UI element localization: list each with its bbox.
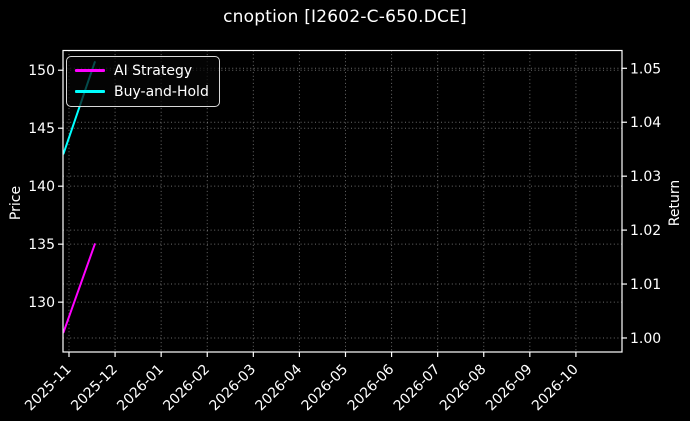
- y-left-tick-label: 145: [28, 121, 55, 137]
- y-left-tick-label: 130: [28, 295, 55, 311]
- series-line-ai-strategy: [62, 243, 96, 334]
- x-tick-label: 2026-04: [253, 361, 306, 414]
- y-right-tick-label: 1.00: [630, 331, 661, 347]
- y-axis-label-price: Price: [8, 185, 24, 221]
- x-tick-label: 2026-02: [160, 362, 213, 415]
- x-tick-label: 2026-09: [483, 362, 536, 415]
- y-right-tick-label: 1.05: [630, 61, 661, 77]
- y-axis-label-return: Return: [667, 179, 683, 227]
- ai-strategy-line-swatch: [75, 69, 105, 72]
- x-tick-label: 2026-05: [299, 362, 352, 415]
- chart-title: cnoption [I2602-C-650.DCE]: [223, 7, 467, 27]
- x-tick-label: 2026-10: [529, 362, 582, 415]
- x-tick-label: 2025-12: [68, 362, 121, 415]
- y-right-tick-label: 1.03: [630, 169, 661, 185]
- legend-item-buy-and-hold: Buy-and-Hold: [75, 82, 209, 101]
- buy-and-hold-line-swatch: [75, 90, 105, 93]
- axes-frame: [62, 49, 623, 353]
- legend-item-ai-strategy: AI Strategy: [75, 61, 209, 80]
- y-left-tick-label: 135: [28, 237, 55, 253]
- x-tick-label: 2026-03: [206, 362, 259, 415]
- legend: AI Strategy Buy-and-Hold: [66, 56, 220, 107]
- x-tick-label: 2026-01: [114, 362, 167, 415]
- y-right-tick-label: 1.02: [630, 223, 661, 239]
- legend-label-ai-strategy: AI Strategy: [114, 62, 193, 79]
- x-tick-label: 2026-06: [345, 361, 398, 414]
- legend-label-buy-and-hold: Buy-and-Hold: [114, 83, 209, 100]
- y-left-tick-label: 140: [28, 179, 55, 195]
- y-left-tick-label: 150: [28, 63, 55, 79]
- x-tick-label: 2026-08: [437, 362, 490, 415]
- x-tick-label: 2025-11: [22, 362, 75, 415]
- x-tick-label: 2026-07: [391, 362, 444, 415]
- y-right-tick-label: 1.04: [630, 115, 661, 131]
- y-right-tick-label: 1.01: [630, 277, 661, 293]
